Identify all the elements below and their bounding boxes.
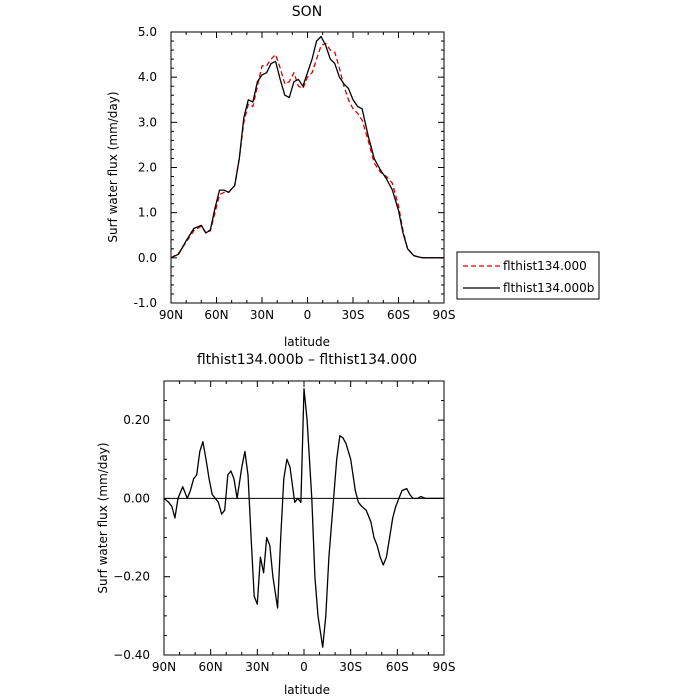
top-x-tick-label: 90N — [159, 308, 183, 322]
top-y-tick-label: 1.0 — [138, 206, 157, 220]
top-x-tick-label: 90S — [433, 308, 456, 322]
bottom-x-tick-label: 90S — [433, 660, 456, 674]
top-y-tick-label: 4.0 — [138, 70, 157, 84]
legend-label-series-2: flthist134.000b — [503, 281, 594, 295]
bottom-y-tick-label: −0.20 — [113, 570, 150, 584]
legend: flthist134.000 flthist134.000b — [456, 251, 600, 300]
top-x-tick-label: 60N — [204, 308, 228, 322]
bottom-x-axis-title: latitude — [284, 683, 330, 697]
bottom-x-tick-label: 30N — [245, 660, 269, 674]
bottom-plot-frame — [163, 380, 445, 656]
bottom-plot-area: 90N 60N 30N 0 30S 60S 90S −0.40 −0.20 0.00 0.20 — [113, 380, 456, 674]
top-chart-title: SON — [292, 4, 322, 20]
bottom-panel: flthist134.000b – flthist134.000 latitud… — [96, 352, 455, 697]
bottom-x-tick-label: 30S — [339, 660, 362, 674]
top-panel: SON latitude Surf water flux (mm/day) 90… — [106, 4, 455, 349]
top-y-axis-title: Surf water flux (mm/day) — [106, 91, 120, 242]
top-y-tick-label: 3.0 — [138, 115, 157, 129]
top-x-tick-label: 60S — [387, 308, 410, 322]
bottom-y-tick-label: 0.20 — [123, 413, 150, 427]
bottom-x-tick-label: 0 — [300, 660, 308, 674]
top-series-line-2 — [170, 35, 444, 259]
top-x-tick-label: 0 — [304, 308, 312, 322]
bottom-series-line-1 — [163, 388, 444, 648]
bottom-x-tick-label: 60N — [199, 660, 223, 674]
legend-box — [456, 251, 600, 300]
bottom-y-tick-label: 0.00 — [123, 491, 150, 505]
top-x-tick-label: 30S — [342, 308, 365, 322]
bottom-y-tick-label: −0.40 — [113, 648, 150, 662]
bottom-x-tick-label: 60S — [386, 660, 409, 674]
legend-label-series-1: flthist134.000 — [503, 259, 587, 273]
top-y-tick-label: 0.0 — [138, 251, 157, 265]
bottom-x-tick-label: 90N — [152, 660, 176, 674]
top-y-tick-label: -1.0 — [134, 296, 157, 310]
top-y-tick-label: 5.0 — [138, 25, 157, 39]
top-x-tick-label: 30N — [250, 308, 274, 322]
top-plot-frame — [170, 31, 445, 304]
top-y-tick-label: 2.0 — [138, 161, 157, 175]
top-x-axis-title: latitude — [284, 335, 330, 349]
top-plot-area: 90N 60N 30N 0 30S 60S 90S -1.0 0.0 1.0 2.0 3.0 4.0 5.… — [134, 25, 456, 322]
top-series-line-1 — [170, 42, 444, 259]
bottom-chart-title: flthist134.000b – flthist134.000 — [197, 352, 417, 368]
bottom-y-axis-title: Surf water flux (mm/day) — [96, 442, 110, 593]
